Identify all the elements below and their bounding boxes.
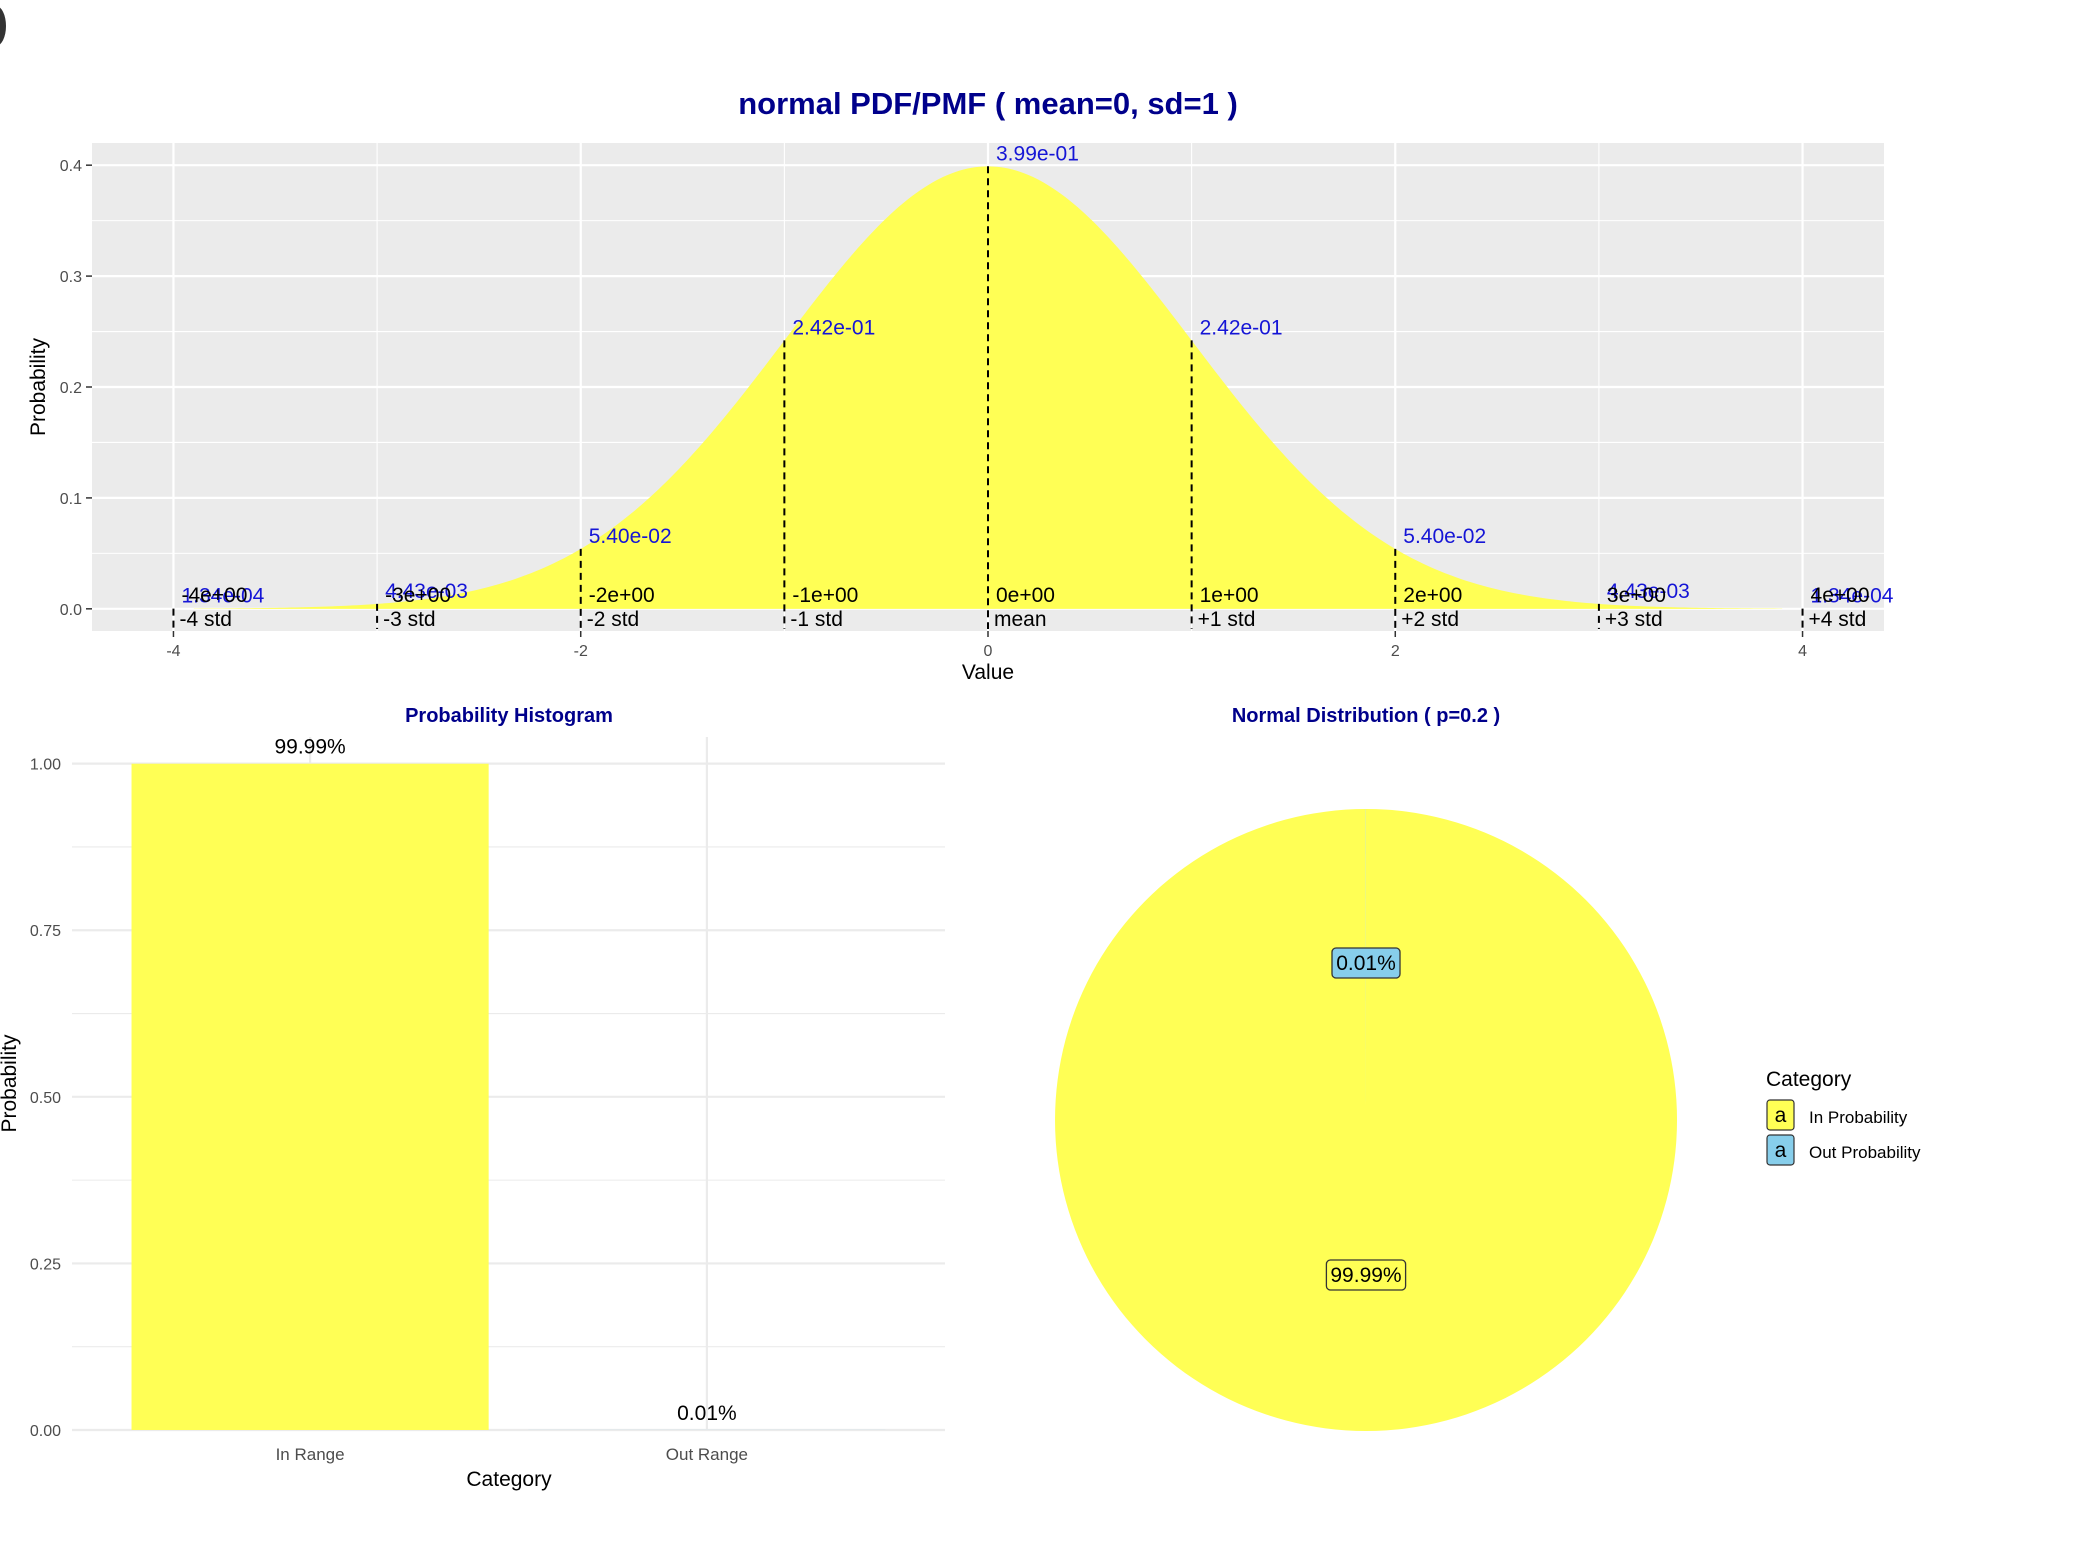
pie-slice [1055,809,1677,1431]
hist-bar-label: 99.99% [274,736,345,759]
pdf-x-tick-label: 4 [1798,643,1807,660]
hist-bar-label: 0.01% [677,1402,737,1425]
pdf-value-label: 2.42e-01 [792,316,875,339]
pdf-std-label: -4 std [179,608,232,631]
pdf-y-tick-label: 0.4 [60,158,82,175]
pdf-x-value-label: -3e+00 [385,584,451,607]
pdf-x-value-label: 4e+00 [1811,584,1870,607]
hist-x-axis-title: Category [466,1468,552,1491]
pdf-x-value-label: 2e+00 [1403,584,1462,607]
pdf-x-tick-label: -4 [166,643,180,660]
pdf-std-label: -3 std [383,608,436,631]
pie-legend-key-glyph: a [1775,1104,1787,1127]
pdf-x-value-label: 3e+00 [1607,584,1666,607]
pdf-x-value-label: -1e+00 [792,584,858,607]
hist-x-tick-label: In Range [276,1445,345,1464]
hist-y-tick-label: 0.50 [30,1090,61,1107]
pdf-x-tick-label: 2 [1391,643,1400,660]
pdf-value-label: 5.40e-02 [589,525,672,548]
pdf-std-label: +2 std [1401,608,1459,631]
hist-y-axis-title: Probability [0,1034,21,1133]
pdf-std-label: -1 std [790,608,843,631]
hist-y-tick-label: 0.75 [30,923,61,940]
pdf-x-value-label: -4e+00 [181,584,247,607]
pdf-y-tick-label: 0.0 [60,602,82,619]
pie-legend-title: Category [1766,1068,1852,1091]
pdf-std-label: +1 std [1198,608,1256,631]
pie-legend-label: In Probability [1809,1108,1908,1127]
pdf-value-label: 2.42e-01 [1200,316,1283,339]
hist-chart-title: Probability Histogram [405,705,613,727]
pdf-x-tick-label: 0 [984,643,993,660]
pdf-std-label: +4 std [1809,608,1867,631]
pdf-chart-title: normal PDF/PMF ( mean=0, sd=1 ) [738,86,1238,121]
pdf-std-label: mean [994,608,1047,631]
pdf-x-value-label: -2e+00 [589,584,655,607]
pie-chart-title: Normal Distribution ( p=0.2 ) [1232,705,1500,727]
pdf-value-label: 3.99e-01 [996,142,1079,165]
pie-value-label: 0.01% [1336,952,1396,975]
hist-y-tick-label: 0.00 [30,1423,61,1440]
pdf-y-tick-label: 0.2 [60,380,82,397]
pdf-std-label: -2 std [587,608,640,631]
pdf-y-axis-title: Probability [27,337,50,436]
hist-y-tick-label: 1.00 [30,757,61,774]
pie-legend-key-glyph: a [1775,1139,1787,1162]
hist-bar [132,764,489,1430]
hist-y-tick-label: 0.25 [30,1256,61,1273]
pdf-std-label: +3 std [1605,608,1663,631]
pdf-value-label: 5.40e-02 [1403,525,1486,548]
pdf-y-tick-label: 0.3 [60,269,82,286]
pie-legend-label: Out Probability [1809,1143,1921,1162]
hist-x-tick-label: Out Range [666,1445,748,1464]
pie-value-label: 99.99% [1330,1264,1401,1287]
pdf-x-value-label: 1e+00 [1200,584,1259,607]
pdf-x-value-label: 0e+00 [996,584,1055,607]
pdf-y-tick-label: 0.1 [60,491,82,508]
pdf-x-axis-title: Value [962,661,1014,684]
pdf-x-tick-label: -2 [574,643,588,660]
